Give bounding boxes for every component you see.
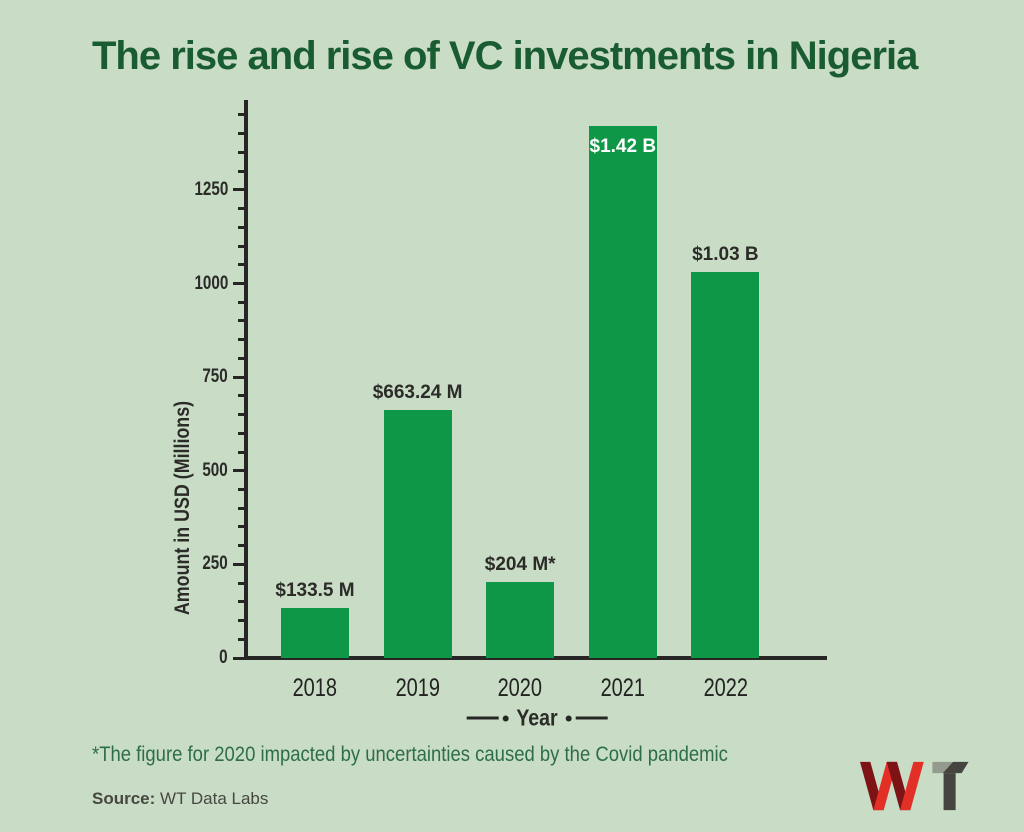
- bar-2020: [486, 581, 555, 658]
- y-minor-tick: [238, 431, 246, 435]
- y-tick-label: 1250: [194, 178, 228, 200]
- logo-w-stroke-4: [900, 761, 924, 811]
- x-tick-label-2022: 2022: [703, 674, 748, 702]
- y-minor-tick: [238, 450, 246, 454]
- y-minor-tick: [238, 244, 246, 248]
- y-major-tick: [233, 282, 246, 285]
- y-tick-label: 750: [202, 366, 228, 388]
- source-text: WT Data Labs: [155, 789, 269, 808]
- y-minor-tick: [238, 338, 246, 342]
- bar-value-label-2021: $1.42 B: [589, 136, 657, 158]
- x-tick-label-2019: 2019: [395, 674, 440, 702]
- y-minor-tick: [238, 544, 246, 548]
- right-dash-decoration: [575, 716, 608, 720]
- source-line: Source: WT Data Labs: [92, 789, 268, 809]
- y-minor-tick: [238, 525, 246, 529]
- chart-title: The rise and rise of VC investments in N…: [92, 34, 918, 78]
- y-minor-tick: [238, 263, 246, 267]
- source-label: Source:: [92, 789, 156, 808]
- y-minor-tick: [238, 319, 246, 323]
- logo-t-crossbar-light: [932, 761, 954, 774]
- bar-2021: [588, 126, 657, 658]
- y-minor-tick: [238, 300, 246, 304]
- y-tick-label: 0: [219, 647, 228, 668]
- y-minor-tick: [238, 207, 246, 211]
- x-axis-title-text: Year: [516, 704, 558, 731]
- logo-t-stem: [943, 773, 956, 811]
- bar-value-label-2018: $133.5 M: [275, 580, 355, 601]
- x-tick-label-2020: 2020: [497, 674, 543, 702]
- y-tick-label: 1000: [194, 272, 228, 294]
- y-minor-tick: [238, 413, 246, 417]
- y-axis-title: Amount in USD (Millions): [171, 382, 195, 634]
- y-minor-tick: [238, 132, 246, 136]
- x-axis-title: Year: [466, 704, 608, 732]
- bar-value-label-2022: $1.03 B: [692, 244, 759, 266]
- y-tick-label: 500: [202, 459, 228, 481]
- x-axis-line: [244, 656, 827, 660]
- left-dot-decoration: [502, 715, 509, 721]
- bar-2018: [281, 608, 349, 658]
- y-tick-label: 250: [202, 553, 228, 575]
- logo-t-crossbar-dark: [942, 761, 969, 774]
- y-axis-title-text: Amount in USD (Millions): [171, 400, 194, 616]
- bar-2019: [383, 409, 452, 658]
- wt-logo: [860, 761, 969, 811]
- y-major-tick: [233, 188, 246, 192]
- y-major-tick: [233, 469, 246, 473]
- footnote: *The figure for 2020 impacted by uncerta…: [92, 743, 728, 766]
- y-minor-tick: [238, 637, 246, 641]
- x-tick-label-2018: 2018: [292, 674, 338, 702]
- y-minor-tick: [238, 150, 246, 154]
- y-minor-tick: [238, 506, 246, 510]
- y-minor-tick: [238, 356, 246, 360]
- y-minor-tick: [238, 487, 246, 491]
- y-axis-line: [244, 100, 248, 660]
- y-minor-tick: [238, 394, 246, 398]
- left-dash-decoration: [466, 716, 499, 720]
- y-minor-tick: [238, 169, 246, 173]
- y-minor-tick: [238, 619, 246, 623]
- x-tick-label-2021: 2021: [600, 674, 646, 702]
- bar-value-label-2020: $204 M*: [484, 553, 556, 575]
- y-major-tick: [233, 656, 246, 660]
- bar-value-label-2019: $663.24 M: [372, 381, 463, 403]
- y-minor-tick: [238, 225, 246, 229]
- right-dot-decoration: [565, 715, 572, 721]
- y-minor-tick: [238, 113, 246, 117]
- y-minor-tick: [238, 600, 246, 604]
- y-major-tick: [233, 562, 246, 566]
- y-major-tick: [233, 375, 246, 379]
- bar-2022: [691, 272, 760, 658]
- y-minor-tick: [238, 581, 246, 585]
